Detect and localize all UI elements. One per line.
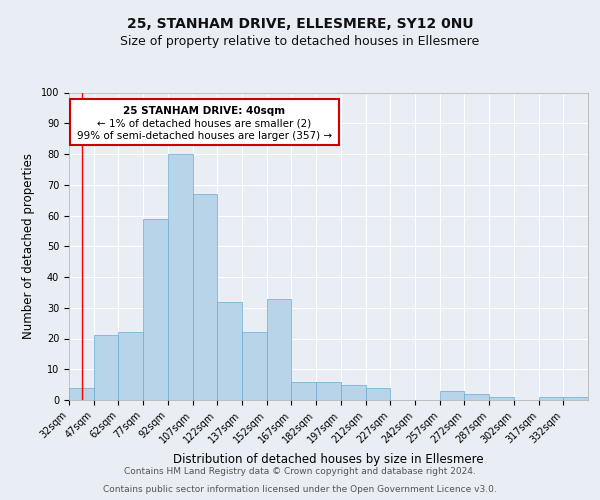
Bar [118,332,143,400]
Bar [563,397,588,400]
Bar [217,302,242,400]
FancyBboxPatch shape [70,98,339,145]
Text: 25, STANHAM DRIVE, ELLESMERE, SY12 0NU: 25, STANHAM DRIVE, ELLESMERE, SY12 0NU [127,18,473,32]
Text: 25 STANHAM DRIVE: 40sqm: 25 STANHAM DRIVE: 40sqm [124,106,286,117]
Text: Size of property relative to detached houses in Ellesmere: Size of property relative to detached ho… [121,35,479,48]
X-axis label: Distribution of detached houses by size in Ellesmere: Distribution of detached houses by size … [173,453,484,466]
Bar [143,218,168,400]
Bar [365,388,390,400]
Y-axis label: Number of detached properties: Number of detached properties [22,153,35,339]
Text: 99% of semi-detached houses are larger (357) →: 99% of semi-detached houses are larger (… [77,131,332,141]
Bar [242,332,267,400]
Bar [341,384,365,400]
Text: Contains HM Land Registry data © Crown copyright and database right 2024.: Contains HM Land Registry data © Crown c… [124,467,476,476]
Text: Contains public sector information licensed under the Open Government Licence v3: Contains public sector information licen… [103,485,497,494]
Bar [168,154,193,400]
Bar [539,397,563,400]
Bar [94,336,118,400]
Bar [489,397,514,400]
Bar [464,394,489,400]
Bar [316,382,341,400]
Bar [193,194,217,400]
Text: ← 1% of detached houses are smaller (2): ← 1% of detached houses are smaller (2) [97,118,311,128]
Bar [440,391,464,400]
Bar [292,382,316,400]
Bar [69,388,94,400]
Bar [267,298,292,400]
